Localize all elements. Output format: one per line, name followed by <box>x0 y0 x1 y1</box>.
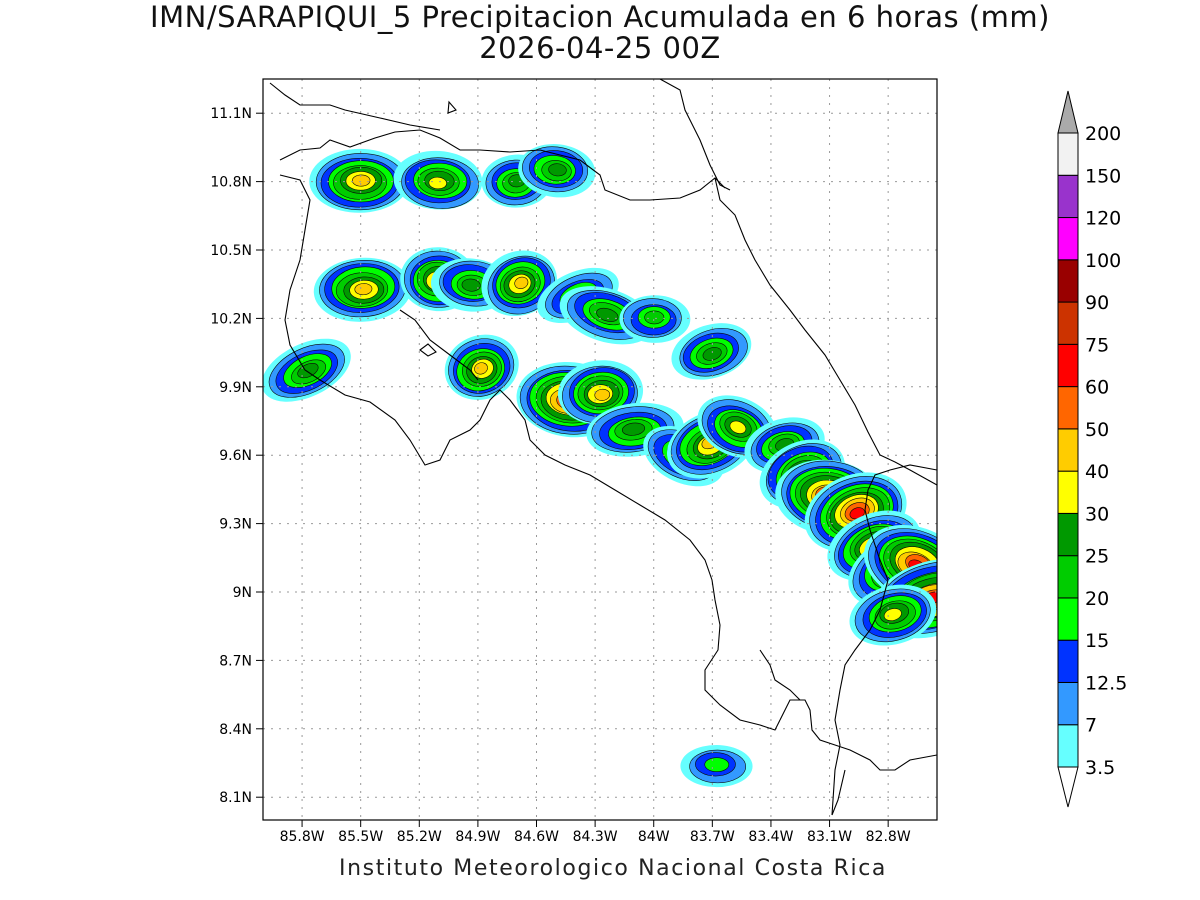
colorbar-segment <box>1057 301 1079 345</box>
longitude-axis: 85.8W 85.5W 85.2W 84.9W 84.6W 84.3W 84W 83.7W 83… <box>280 820 911 845</box>
colorbar-segment <box>1057 428 1079 472</box>
golfo-dulce <box>759 649 801 701</box>
lon-tick-label: 84.9W <box>455 829 500 845</box>
precipitation-cell <box>518 144 596 198</box>
lat-tick-label: 10.2N <box>210 311 252 327</box>
colorbar-label: 15 <box>1085 630 1109 652</box>
lon-tick-label: 83.4W <box>748 829 793 845</box>
colorbar-label: 150 <box>1085 165 1121 187</box>
precipitation-cell <box>313 257 412 322</box>
lat-tick-label: 9N <box>233 585 252 601</box>
colorbar-label: 12.5 <box>1085 672 1127 694</box>
island-2 <box>447 100 457 114</box>
colorbar-label: 40 <box>1085 461 1109 483</box>
precipitation-cell <box>393 150 483 210</box>
lat-tick-label: 9.6N <box>219 448 252 464</box>
colorbar-segment <box>1057 681 1079 726</box>
caribbean-coast <box>714 177 937 486</box>
colorbar-label: 120 <box>1085 208 1121 230</box>
colorbar-segment <box>1057 724 1079 768</box>
lat-tick-label: 8.7N <box>219 653 252 669</box>
lat-tick-label: 10.8N <box>210 175 252 191</box>
lon-tick-label: 85.2W <box>397 829 442 845</box>
pacific-coast-north <box>279 174 781 731</box>
colorbar-segment <box>1057 386 1079 430</box>
north-coast <box>269 82 441 131</box>
lat-tick-label: 10.5N <box>210 243 252 259</box>
colorbar-label: 200 <box>1085 123 1121 145</box>
precipitation-cell <box>671 323 752 380</box>
lon-tick-label: 83.7W <box>690 829 735 845</box>
map-title: IMN/SARAPIQUI_5 Precipitacion Acumulada … <box>150 0 1050 34</box>
chiriqui-coast <box>779 699 937 771</box>
colorbar-over-arrow <box>1057 90 1079 134</box>
colorbar-label: 20 <box>1085 588 1109 610</box>
colorbar-segment <box>1057 174 1079 219</box>
precipitation-cell <box>586 402 684 457</box>
colorbar-segment <box>1057 470 1079 514</box>
colorbar-label: 75 <box>1085 334 1109 356</box>
lat-tick-label: 8.1N <box>219 790 252 806</box>
nicaragua-east <box>659 79 731 191</box>
colorbar-segment <box>1057 597 1079 641</box>
nicoya-gulf <box>399 309 479 381</box>
lon-tick-label: 85.8W <box>280 829 325 845</box>
map-frame <box>262 78 938 821</box>
colorbar-segment <box>1057 639 1079 683</box>
colorbar-segment <box>1057 555 1079 599</box>
colorbar-segment <box>1057 259 1079 303</box>
lat-tick-label: 9.9N <box>219 380 252 396</box>
lat-lon-grid <box>263 79 937 820</box>
lat-tick-label: 8.4N <box>219 722 252 738</box>
precipitation-field <box>263 144 937 788</box>
colorbar-label: 25 <box>1085 546 1109 568</box>
lon-tick-label: 84.6W <box>514 829 559 845</box>
coastlines-borders <box>269 79 937 816</box>
lon-tick-label: 82.8W <box>866 829 911 845</box>
precipitation-cell <box>697 395 778 459</box>
colorbar-under-arrow <box>1057 766 1079 808</box>
colorbar-label: 90 <box>1085 292 1109 314</box>
precipitation-cell <box>849 584 937 646</box>
colorbar-label: 7 <box>1085 715 1097 737</box>
colorbar-segment <box>1057 512 1079 557</box>
latitude-axis: 11.1N 10.8N 10.5N 10.2N 9.9N 9.6N 9.3N 9N 8.7N 8.… <box>210 106 263 806</box>
colorbar-segment <box>1057 132 1079 176</box>
lon-tick-label: 83.1W <box>807 829 852 845</box>
precipitation-cell <box>680 745 753 788</box>
map-credit: Instituto Meteorologico Nacional Costa R… <box>339 856 887 881</box>
colorbar-segment <box>1057 343 1079 388</box>
nicaragua-border <box>279 129 726 201</box>
map-valid-time: 2026-04-25 00Z <box>479 31 721 65</box>
lon-tick-label: 85.5W <box>338 829 383 845</box>
colorbar-label: 60 <box>1085 377 1109 399</box>
lat-tick-label: 9.3N <box>219 517 252 533</box>
colorbar-segment <box>1057 217 1079 261</box>
burica-peninsula <box>831 769 846 816</box>
precipitation-cell <box>481 250 557 317</box>
colorbar-label: 50 <box>1085 419 1109 441</box>
precipitation-cell <box>557 360 644 425</box>
precipitation-cell <box>444 334 519 400</box>
lon-tick-label: 84W <box>638 829 670 845</box>
panama-border <box>831 464 937 816</box>
lon-tick-label: 84.3W <box>573 829 618 845</box>
island-1 <box>419 343 437 357</box>
colorbar-label: 30 <box>1085 503 1109 525</box>
colorbar-label: 3.5 <box>1085 757 1115 779</box>
colorbar-label: 100 <box>1085 250 1121 272</box>
lat-tick-label: 11.1N <box>210 106 252 122</box>
